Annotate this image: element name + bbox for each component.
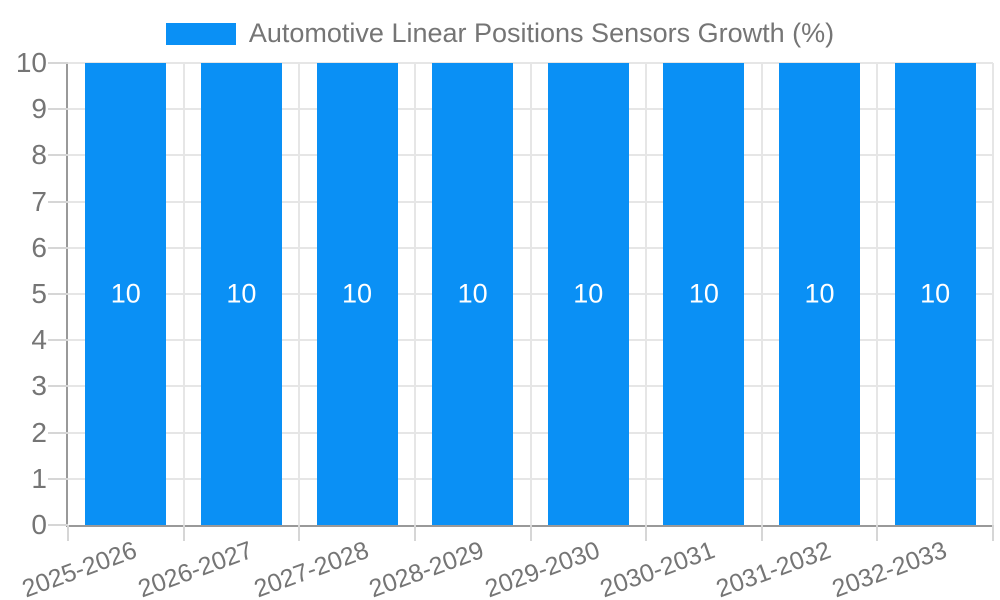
gridline-vertical <box>413 63 416 525</box>
gridline-vertical <box>760 63 763 525</box>
bar-value-label: 10 <box>688 278 719 309</box>
y-axis: 0 1 2 3 4 5 6 7 8 9 10 <box>0 49 47 539</box>
gridline-vertical <box>182 63 185 525</box>
y-axis-tick <box>48 108 68 111</box>
x-axis-tick <box>413 525 416 541</box>
x-axis-tick <box>645 525 648 541</box>
x-axis-tick-label: 2027-2028 <box>250 536 372 600</box>
y-axis-tick-label: 9 <box>31 93 47 125</box>
bar-value-label: 10 <box>342 278 373 309</box>
y-axis-tick-label: 3 <box>31 370 47 402</box>
y-axis-line <box>66 63 68 527</box>
gridline-vertical <box>298 63 301 525</box>
y-axis-tick-label: 10 <box>15 47 47 78</box>
y-axis-tick-label: 6 <box>31 231 47 263</box>
x-axis-tick <box>876 525 879 541</box>
x-axis-tick-label: 2029-2030 <box>481 536 604 600</box>
legend-swatch[interactable] <box>165 22 236 45</box>
y-axis-tick-label: 1 <box>31 462 47 494</box>
gridline-vertical <box>645 63 648 525</box>
x-axis-tick-label: 2030-2031 <box>596 536 719 600</box>
bar-value-label: 10 <box>920 278 951 309</box>
bar-value-label: 10 <box>110 278 141 309</box>
bar-value-label: 10 <box>804 278 835 309</box>
bar[interactable]: 10 <box>894 63 976 525</box>
y-axis-tick-label: 0 <box>31 509 47 540</box>
x-axis-tick <box>67 525 69 541</box>
y-axis-tick-label: 2 <box>31 416 47 448</box>
x-axis-tick <box>760 525 763 541</box>
y-axis-tick-label: 4 <box>31 324 47 356</box>
y-axis-tick <box>48 246 68 249</box>
x-axis-tick <box>992 525 994 541</box>
legend-label[interactable]: Automotive Linear Positions Sensors Grow… <box>248 18 835 48</box>
bar[interactable]: 10 <box>200 63 282 525</box>
legend: Automotive Linear Positions Sensors Grow… <box>0 20 1000 47</box>
y-axis-tick-label: 8 <box>31 139 47 171</box>
gridline-vertical <box>876 63 879 525</box>
x-axis-tick-label: 2031-2032 <box>712 536 835 600</box>
y-axis-tick <box>48 293 68 295</box>
y-axis-tick <box>48 200 68 203</box>
y-axis-tick-label: 7 <box>31 185 47 217</box>
y-axis-tick <box>48 524 68 526</box>
y-axis-tick-label: 5 <box>31 278 47 309</box>
x-axis-tick-label: 2028-2029 <box>365 536 488 600</box>
y-axis-tick <box>48 62 68 64</box>
x-axis-tick-label: 2025-2026 <box>18 536 141 600</box>
plot-area: 10 10 10 10 10 10 10 10 <box>48 62 994 541</box>
bar-value-label: 10 <box>573 278 604 309</box>
gridline-vertical <box>529 63 532 525</box>
gridline-vertical <box>992 63 994 525</box>
bar[interactable]: 10 <box>432 63 514 525</box>
y-axis-tick <box>48 154 68 157</box>
bar[interactable]: 10 <box>663 63 745 525</box>
x-axis-tick-label: 2026-2027 <box>134 536 257 600</box>
x-axis-tick <box>298 525 301 541</box>
bar-value-label: 10 <box>457 278 488 309</box>
bar[interactable]: 10 <box>85 63 167 525</box>
y-axis-tick <box>48 477 68 480</box>
bar[interactable]: 10 <box>779 63 861 525</box>
x-axis: 2025-2026 2026-2027 2027-2028 2028-2029 2029… <box>19 536 993 600</box>
y-axis-tick <box>48 431 68 434</box>
bar[interactable]: 10 <box>316 63 398 525</box>
x-axis-tick-label: 2032-2033 <box>828 536 951 600</box>
bar[interactable]: 10 <box>547 63 629 525</box>
x-axis-tick <box>529 525 532 541</box>
x-axis-tick <box>182 525 185 541</box>
bar-value-label: 10 <box>226 278 257 309</box>
y-axis-tick <box>48 339 68 342</box>
y-axis-tick <box>48 385 68 388</box>
